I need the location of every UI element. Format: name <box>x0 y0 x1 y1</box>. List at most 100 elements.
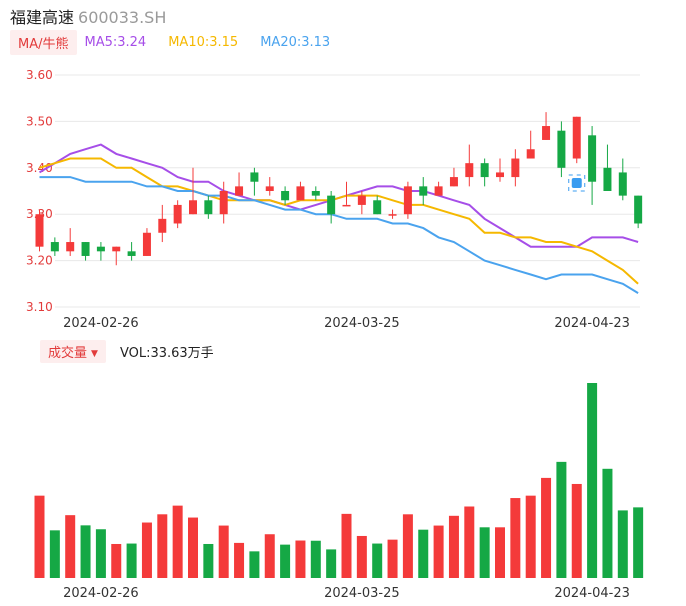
volume-bar <box>356 535 367 578</box>
candle-body <box>189 200 197 215</box>
candle <box>557 121 566 178</box>
volume-bar <box>617 510 628 578</box>
candle <box>66 228 75 256</box>
candle <box>342 181 351 207</box>
dropdown-arrow-icon: ▼ <box>91 348 98 359</box>
volume-date-label: 2024-03-25 <box>324 586 400 601</box>
price-date-label: 2024-04-23 <box>554 316 630 331</box>
candle <box>112 246 121 266</box>
candle <box>480 158 489 187</box>
price-tick-label: 3.10 <box>26 300 53 314</box>
volume-bar <box>372 543 383 578</box>
news-marker-icon[interactable] <box>568 174 586 192</box>
candle <box>603 144 612 191</box>
candle-body <box>81 242 90 256</box>
candle-body <box>572 116 581 159</box>
candle <box>35 209 44 252</box>
candle-body <box>296 186 305 201</box>
volume-bar <box>587 383 598 578</box>
candle-body <box>588 135 597 182</box>
price-tick-label: 3.60 <box>26 68 53 82</box>
candle-body <box>281 191 290 201</box>
candle-body <box>419 186 428 196</box>
candle <box>219 181 228 224</box>
ma10-label: MA10:3.15 <box>168 34 239 50</box>
candle-body <box>449 177 458 187</box>
volume-bar <box>541 477 552 578</box>
price-grid <box>55 74 640 308</box>
candle <box>189 167 197 215</box>
candle-body <box>35 214 44 247</box>
candle <box>496 158 504 182</box>
candle-body <box>465 163 474 178</box>
candle-body <box>204 200 213 215</box>
candle <box>419 177 428 205</box>
ma5-label: MA5:3.24 <box>84 34 147 50</box>
candle <box>542 112 551 140</box>
candle-body <box>327 195 336 215</box>
volume-date-label: 2024-02-26 <box>63 586 139 601</box>
volume-bars <box>34 383 644 578</box>
candle <box>281 186 290 205</box>
candle <box>634 195 643 229</box>
price-tick-label: 3.40 <box>26 161 53 175</box>
candle-body <box>496 172 504 178</box>
ma-legend: MA/牛熊 MA5:3.24 MA10:3.15 MA20:3.13 <box>10 29 352 55</box>
price-tick-label: 3.20 <box>26 254 53 268</box>
volume-bar <box>387 539 398 578</box>
volume-indicator-dropdown[interactable]: 成交量 ▼ <box>40 339 106 363</box>
candle <box>465 144 474 187</box>
candle <box>158 204 167 243</box>
volume-bar <box>341 513 352 578</box>
volume-bar <box>433 525 444 578</box>
price-date-label: 2024-03-25 <box>324 316 400 331</box>
volume-bar <box>126 543 137 578</box>
candle-body <box>235 186 244 196</box>
candle-body <box>142 232 151 256</box>
candle-body <box>634 195 643 224</box>
volume-bar <box>34 495 45 578</box>
volume-date-label: 2024-04-23 <box>554 586 630 601</box>
volume-bar <box>65 515 76 578</box>
candle-body <box>311 191 320 196</box>
candle-body <box>173 204 182 224</box>
ma20-line <box>39 176 639 294</box>
volume-bar <box>280 544 291 578</box>
candle <box>526 130 535 159</box>
candle <box>235 172 244 196</box>
volume-bar <box>448 515 459 578</box>
marker-dot <box>571 178 582 188</box>
candle-body <box>342 204 351 207</box>
volume-bar <box>172 505 183 578</box>
candle-body <box>557 130 566 168</box>
candle <box>204 195 213 219</box>
stock-code: 600033.SH <box>78 8 167 27</box>
ma-indicator-tab[interactable]: MA/牛熊 <box>10 29 77 55</box>
candle-body <box>618 172 627 196</box>
stock-header: 福建高速 600033.SH <box>10 4 166 28</box>
candle <box>250 167 259 196</box>
volume-bar <box>310 540 321 578</box>
candle <box>618 158 627 201</box>
candle <box>403 181 412 219</box>
price-axis: 3.603.503.403.303.203.10 <box>26 68 53 314</box>
candle-body <box>542 126 551 140</box>
volume-bar <box>80 525 91 578</box>
volume-bar <box>111 543 122 578</box>
volume-bar <box>510 498 521 578</box>
candle <box>142 228 151 256</box>
candle <box>265 177 274 196</box>
candle-body <box>434 186 443 196</box>
candle-body <box>373 200 382 215</box>
candle-body <box>96 246 105 252</box>
volume-indicator-label: 成交量 <box>48 345 88 361</box>
volume-bar <box>249 551 260 578</box>
ma10-line <box>39 157 639 285</box>
candle <box>81 242 90 261</box>
candle <box>173 200 182 229</box>
volume-bar <box>495 527 505 578</box>
ma20-label: MA20:3.13 <box>260 34 331 50</box>
candle-body <box>219 191 228 215</box>
price-date-axis: 2024-02-26 2024-03-25 2024-04-23 <box>63 316 630 331</box>
